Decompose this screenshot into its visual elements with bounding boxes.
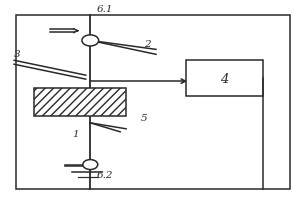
Text: 5: 5 (141, 114, 148, 123)
Text: 6.2: 6.2 (96, 171, 113, 180)
Bar (186, 60, 263, 96)
Text: 1: 1 (72, 130, 79, 139)
Text: 2: 2 (144, 40, 151, 49)
Bar (16, 15, 290, 189)
Circle shape (82, 35, 99, 46)
Bar (34, 88, 126, 116)
Text: 4: 4 (220, 73, 229, 86)
Text: 6.1: 6.1 (96, 5, 113, 14)
Circle shape (83, 160, 98, 170)
Text: 3: 3 (14, 50, 21, 59)
